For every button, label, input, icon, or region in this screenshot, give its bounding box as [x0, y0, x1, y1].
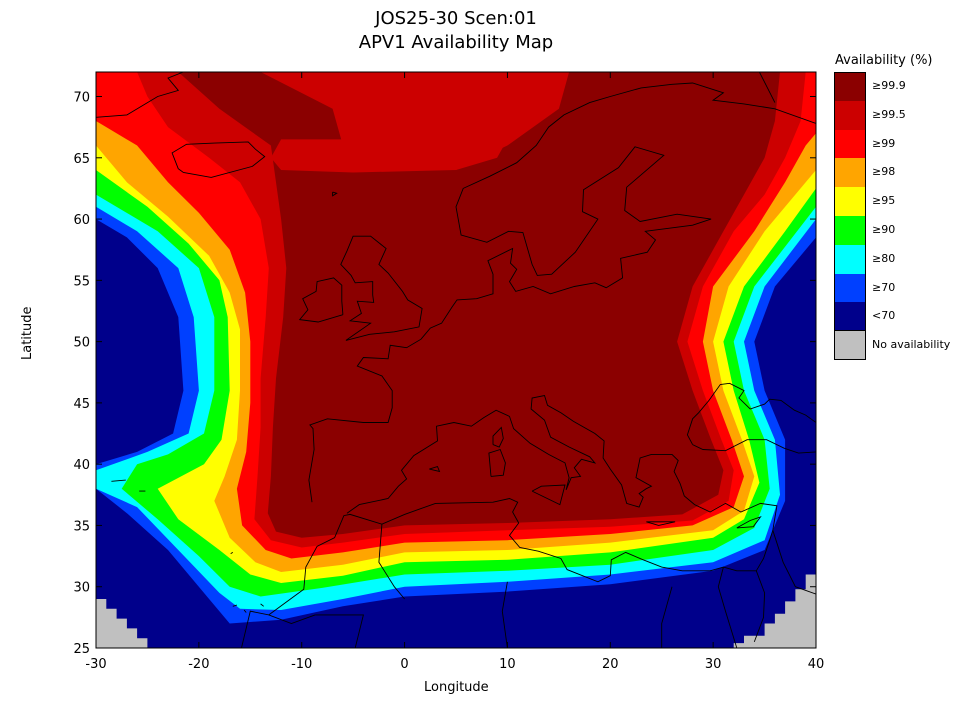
coastline — [298, 277, 344, 323]
legend-swatch — [834, 100, 866, 130]
y-tick-label: 55 — [73, 274, 90, 289]
coastline — [332, 191, 338, 197]
legend-swatch — [834, 187, 866, 216]
legend-label: ≥99.9 — [872, 79, 906, 92]
x-axis: -30 -20 -10 0 10 20 30 40 — [85, 72, 824, 672]
legend-label: ≥95 — [872, 194, 896, 208]
legend-label: ≥70 — [872, 280, 896, 294]
y-tick-label: 25 — [73, 642, 90, 657]
legend-label: ≥99 — [872, 136, 896, 150]
y-tick-label: 40 — [73, 458, 90, 473]
x-axis-label: Longitude — [424, 680, 489, 695]
x-tick-label: -10 — [291, 657, 312, 672]
legend-label: <70 — [872, 309, 896, 323]
x-tick-label: 20 — [602, 657, 619, 672]
y-tick-label: 70 — [73, 91, 90, 106]
availability-band — [178, 72, 781, 538]
coastline — [646, 521, 676, 526]
plot-frame — [95, 71, 817, 649]
y-axis: 25 30 35 40 45 50 55 60 65 70 — [73, 91, 816, 657]
y-tick-label: 60 — [73, 213, 90, 228]
coastline — [260, 603, 264, 607]
coastline — [488, 448, 506, 477]
coastline — [686, 382, 816, 445]
legend-label: ≥80 — [872, 251, 896, 265]
coastline — [308, 82, 816, 503]
coastline — [501, 581, 508, 648]
y-tick-label: 35 — [73, 519, 90, 534]
legend-swatch — [834, 302, 866, 332]
legend-swatch — [834, 72, 866, 101]
coastline — [111, 479, 126, 482]
x-tick-label: 30 — [705, 657, 722, 672]
no-availability-region — [96, 599, 148, 648]
coastline — [232, 604, 238, 607]
x-tick-label: 40 — [808, 657, 825, 672]
coastline — [531, 484, 566, 506]
coastline — [661, 586, 673, 648]
legend-label: ≥98 — [872, 165, 896, 179]
legend-swatch — [834, 273, 866, 303]
coastline — [315, 614, 364, 648]
availability-map-area — [96, 72, 816, 648]
coastline — [268, 614, 316, 624]
coastline — [772, 530, 816, 595]
coastline — [346, 394, 778, 572]
y-tick-label: 50 — [73, 336, 90, 351]
legend-title: Availability (%) — [835, 53, 933, 68]
coastline — [96, 72, 184, 118]
x-tick-label: 0 — [400, 657, 408, 672]
y-axis-label: Latitude — [20, 306, 35, 360]
legend-label: ≥90 — [872, 222, 896, 236]
legend-swatch — [834, 158, 866, 188]
legend-swatch — [834, 331, 866, 360]
y-tick-label: 30 — [73, 581, 90, 596]
legend-label: No availability — [872, 338, 951, 352]
coastline — [429, 466, 441, 473]
coastline — [340, 235, 423, 341]
coastline — [758, 72, 776, 103]
map-title: JOS25-30 Scen:01 — [375, 8, 537, 29]
coastline — [171, 141, 266, 178]
no-availability-region — [733, 574, 816, 648]
y-tick-label: 45 — [73, 397, 90, 412]
y-tick-label: 65 — [73, 152, 90, 167]
availability-band-99-5 — [270, 139, 508, 173]
coastline — [378, 524, 405, 600]
coastlines — [96, 72, 816, 648]
legend-swatch — [834, 244, 866, 274]
x-tick-label: -30 — [85, 657, 106, 672]
coastline — [717, 566, 738, 648]
map-subtitle: APV1 Availability Map — [358, 32, 554, 53]
coastline — [230, 552, 234, 554]
legend-label: ≥99.5 — [872, 107, 906, 121]
coastline — [241, 498, 757, 648]
legend-swatch — [834, 129, 866, 159]
coastline — [492, 426, 504, 448]
legend-swatch — [834, 215, 866, 245]
coastline — [736, 515, 762, 529]
coastline — [243, 609, 247, 613]
coastline — [753, 570, 766, 643]
x-tick-label: -20 — [188, 657, 209, 672]
x-tick-label: 10 — [499, 657, 516, 672]
coastline — [692, 439, 816, 454]
